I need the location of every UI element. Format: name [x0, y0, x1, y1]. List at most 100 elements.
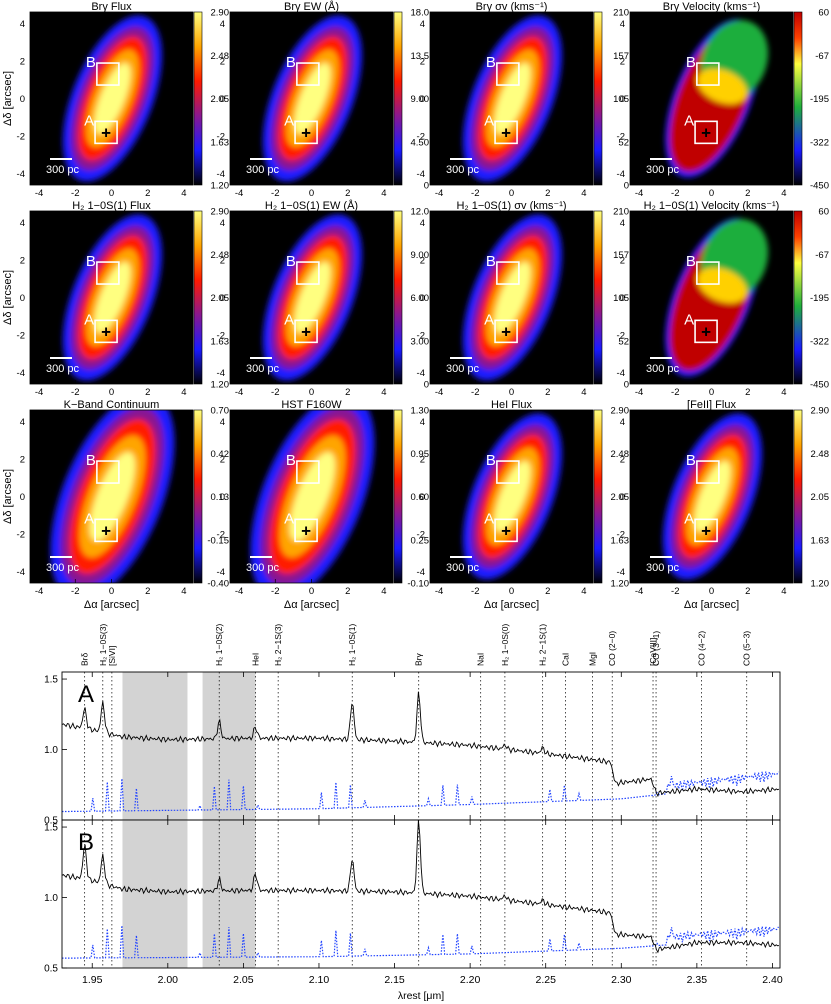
box-a [94, 319, 118, 344]
map-xtick-label: -4 [635, 188, 643, 199]
map-ytick-label: 2 [620, 454, 625, 465]
box-a-label: A [84, 510, 94, 527]
colorbar-tick-label: 210 [613, 8, 629, 19]
telluric-band [122, 672, 188, 820]
scalebar-label: 300 pc [446, 562, 480, 574]
spectrum-ytick-label: 0.5 [44, 964, 58, 975]
scalebar-label: 300 pc [646, 164, 680, 176]
map-panel: [FeII] Flux A B +300 pc -4 -2 0 2 4 4 2 0 -2 -4 Δα [ar… [617, 399, 829, 611]
colorbar-tick-label: 6.00 [411, 293, 430, 304]
telluric-band [122, 820, 188, 968]
map-title: H₂ 1−0S(1) EW (Å) [265, 199, 358, 212]
map-ytick-label: -2 [617, 132, 625, 143]
map-xtick-label: -2 [671, 188, 679, 199]
scalebar-label: 300 pc [46, 363, 80, 375]
spectrum-xtick-label: 2.15 [384, 974, 405, 986]
observed-spectrum [61, 819, 780, 954]
box-a [694, 120, 718, 145]
nucleus-marker: + [501, 322, 511, 341]
map-ytick-label: 0 [420, 94, 425, 105]
colorbar [193, 11, 203, 186]
box-b-label: B [86, 253, 96, 270]
spectrum-panel-label: A [78, 681, 94, 708]
colorbar-tick-label: 105 [613, 94, 629, 105]
colorbar-tick-label: 18.0 [411, 8, 430, 19]
map-xtick-label: 0 [509, 387, 514, 398]
colorbar [793, 11, 803, 186]
map-xtick-label: 4 [781, 188, 786, 199]
nucleus-marker: + [301, 322, 311, 341]
line-id-label: H₂ 1−0S(1) [347, 624, 357, 666]
line-id-label: [CaVIII] [648, 638, 658, 666]
map-ytick-label: 0 [20, 492, 25, 503]
colorbar-tick-label: 157 [613, 250, 629, 261]
box-a [294, 319, 318, 344]
map-xtick-label: 2 [545, 188, 550, 199]
map-ylabel: Δδ [arcsec] [2, 270, 14, 325]
colorbar-tick-label: 2.90 [811, 406, 830, 417]
nucleus-marker: + [501, 521, 511, 540]
map-emission [62, 15, 163, 182]
telluric-band [202, 820, 256, 968]
emission-layer [494, 460, 531, 533]
nucleus-marker: + [301, 521, 311, 540]
map-xtick-label: -4 [435, 387, 443, 398]
map-ytick-label: 4 [620, 19, 625, 30]
map-ytick-label: -4 [217, 169, 225, 180]
box-a [294, 120, 318, 145]
map-title: Brγ σv (kms⁻¹) [476, 1, 548, 13]
map-xlabel: Δα [arcsec] [284, 599, 339, 611]
spectra-plot: A 0.5 1.0 1.5 B 0.5 1.0 1.5 1.95 2.00 2.05 2.10 2.15… [44, 624, 783, 1002]
colorbar-tick-label: 210 [613, 207, 629, 218]
map-xtick-label: 4 [381, 387, 386, 398]
box-b [296, 261, 320, 285]
map-title: K−Band Continuum [64, 399, 160, 411]
spectrum-xtick-label: 2.20 [460, 974, 481, 986]
map-ytick-label: -4 [17, 368, 25, 379]
line-id-label: H₂ 2−1S(1) [538, 624, 548, 666]
nucleus-marker: + [101, 123, 111, 142]
map-ytick-label: 0 [420, 293, 425, 304]
colorbar-tick-label: -450 [810, 380, 829, 391]
map-ytick-label: 0 [420, 492, 425, 503]
box-b [496, 261, 520, 285]
colorbar-tick-label: 13.5 [411, 51, 430, 62]
colorbar-tick-label: 12.0 [411, 207, 430, 218]
line-id-label: HeI [250, 653, 260, 666]
colorbar-tick-label: 0 [424, 380, 429, 391]
colorbar-tick-label: 2.48 [611, 449, 630, 460]
colorbar-tick-label: 1.30 [411, 406, 430, 417]
map-ylabel: Δδ [arcsec] [2, 469, 14, 524]
map-ytick-label: 0 [220, 293, 225, 304]
model-spectrum [62, 769, 779, 813]
spectrum-panel: A 0.5 1.0 1.5 [44, 671, 781, 827]
box-b-label: B [686, 253, 696, 270]
box-a-label: A [484, 112, 494, 129]
emission-layer [694, 460, 731, 533]
map-ytick-label: 4 [420, 19, 425, 30]
line-id-label: CaI [560, 653, 570, 666]
map-ytick-label: -4 [617, 169, 625, 180]
colorbar-tick-label: 0.60 [411, 492, 430, 503]
map-emission [50, 410, 175, 583]
map-xtick-label: 2 [745, 586, 750, 597]
map-ytick-label: -4 [617, 567, 625, 578]
box-a [94, 120, 118, 145]
box-b-label: B [686, 452, 696, 469]
box-a-label: A [684, 510, 694, 527]
colorbar [393, 409, 403, 584]
map-ytick-label: 4 [620, 218, 625, 229]
map-xtick-label: 0 [509, 188, 514, 199]
map-ytick-label: 4 [20, 218, 25, 229]
spectrum-panel: B 0.5 1.0 1.5 [44, 819, 781, 975]
map-ytick-label: -2 [617, 331, 625, 342]
map-xtick-label: 4 [581, 188, 586, 199]
colorbar [593, 409, 603, 584]
colorbar-tick-label: 1.63 [811, 535, 830, 546]
box-a-label: A [684, 112, 694, 129]
map-ytick-label: 0 [20, 293, 25, 304]
map-title: [FeII] Flux [687, 399, 736, 411]
map-ytick-label: 2 [620, 56, 625, 67]
map-xtick-label: -4 [635, 387, 643, 398]
colorbar-tick-label: -67 [815, 51, 829, 62]
